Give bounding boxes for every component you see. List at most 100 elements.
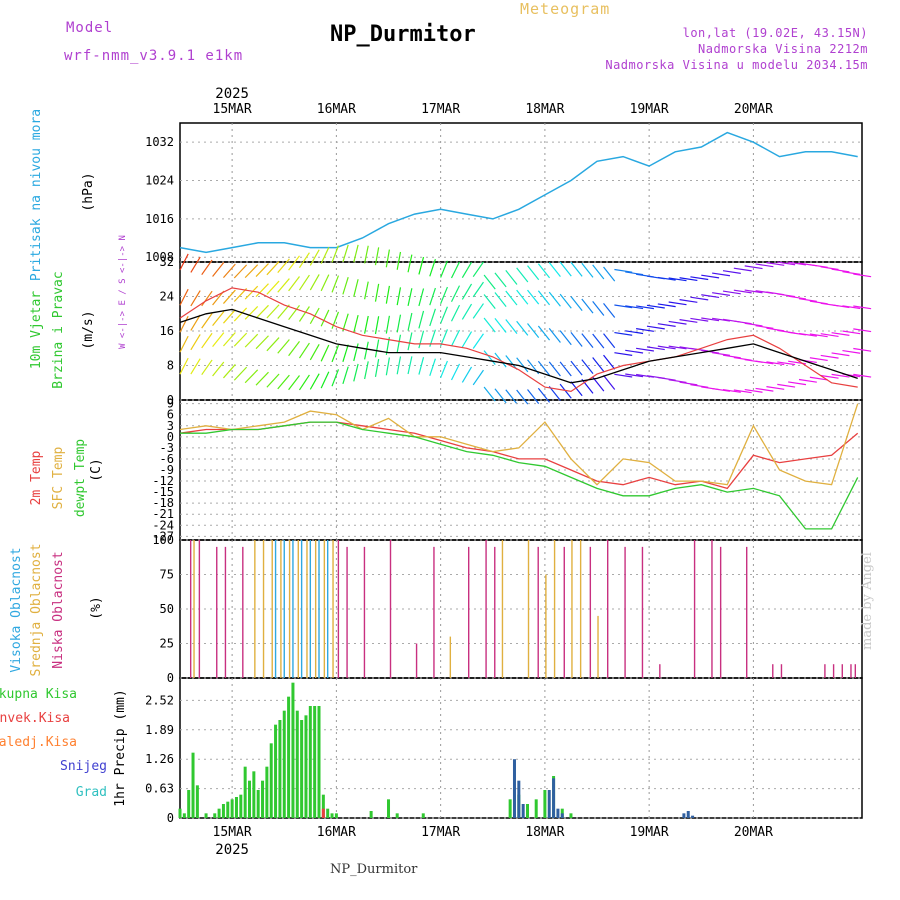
wind-arrow xyxy=(331,311,340,329)
wind-arrow xyxy=(505,270,518,285)
wind-arrow xyxy=(342,276,349,295)
precip-bar xyxy=(274,724,278,818)
wind-arrow xyxy=(527,323,540,338)
wind-arrow xyxy=(385,315,390,334)
precip-bar xyxy=(313,706,317,818)
wind-arrow xyxy=(722,270,741,274)
wind-arrow xyxy=(429,259,436,277)
wind-arrow xyxy=(450,304,461,322)
wind-arrow xyxy=(548,328,561,343)
wind-arrow xyxy=(777,383,796,388)
wind-arrow xyxy=(603,333,616,349)
temp-series-2 xyxy=(180,421,859,530)
wind-arrow xyxy=(636,305,655,310)
top-day-label: 18MAR xyxy=(525,102,564,117)
wind-arrow xyxy=(809,376,828,381)
wind-arrow xyxy=(592,357,605,373)
wind-arrow xyxy=(755,325,774,329)
wind-arrow xyxy=(625,330,644,335)
precip-bar xyxy=(278,720,282,818)
precip-bar xyxy=(317,706,321,818)
ytick-label: -27 xyxy=(152,529,174,543)
wind-arrow xyxy=(559,261,572,277)
wind-arrow xyxy=(494,318,507,333)
wind-label: 10m Vjetar xyxy=(29,291,44,369)
wind-arrow xyxy=(798,332,817,337)
temp-series-0 xyxy=(179,421,859,490)
wind-arrow xyxy=(309,249,320,266)
top-year-label: 2025 xyxy=(215,86,249,102)
wind-arrow xyxy=(657,345,676,350)
wind-arrow xyxy=(516,320,529,336)
wind-arrow xyxy=(222,309,236,324)
wind-arrow xyxy=(733,389,752,394)
wind-arrow xyxy=(342,366,349,385)
wind-arrow xyxy=(766,361,785,366)
wind-arrow xyxy=(603,374,616,390)
ytick-label: -6 xyxy=(160,452,174,466)
wind-arrow xyxy=(331,275,340,293)
wind-arrow xyxy=(255,371,269,386)
wind-arrow xyxy=(733,289,752,294)
wind-arrow xyxy=(505,355,518,370)
wind-arrow xyxy=(277,278,290,293)
ytick-label: 0 xyxy=(167,811,174,825)
wind-arrow xyxy=(201,259,213,276)
wind-arrow xyxy=(668,379,687,384)
wind-arrow xyxy=(233,366,248,381)
precip-bar xyxy=(421,813,425,818)
wind-arrow xyxy=(396,334,402,353)
wind-arrow xyxy=(450,261,461,279)
wind-arrow xyxy=(592,264,605,280)
wind-arrow xyxy=(614,304,633,309)
wind-arrow xyxy=(418,330,425,349)
wind-arrow xyxy=(853,373,872,378)
ytick-label: 100 xyxy=(152,533,174,547)
wind-arrow xyxy=(625,373,644,378)
wind-arrow xyxy=(429,308,436,327)
wind-arrow xyxy=(407,356,413,375)
wind-arrow xyxy=(353,343,359,362)
precip-bar xyxy=(182,813,186,818)
precip-bar xyxy=(191,752,195,818)
wind-arrow xyxy=(570,261,583,277)
precip-bar xyxy=(330,813,334,818)
wind-label-2: Brzina i Pravac xyxy=(51,271,66,388)
bottom-year-label: 2025 xyxy=(215,842,249,858)
precip-bar xyxy=(300,720,304,818)
wind-arrow xyxy=(581,298,594,314)
wind-arrow xyxy=(320,309,330,327)
wind-arrow xyxy=(212,311,225,327)
wind-arrow xyxy=(407,254,413,273)
ytick-label: 32 xyxy=(160,255,174,269)
wind-arrow xyxy=(320,247,330,264)
low-cloud-label: Niska Oblacnost xyxy=(51,551,66,668)
ytick-label: 3 xyxy=(167,419,174,433)
wind-arrow xyxy=(559,383,572,399)
ytick-label: -3 xyxy=(160,441,174,455)
precip-bar xyxy=(560,813,564,818)
wind-arrow xyxy=(559,330,572,346)
wind-arrow xyxy=(277,339,290,354)
ytick-label: -21 xyxy=(152,507,174,521)
ytick-label: 6 xyxy=(167,408,174,422)
wind-arrow xyxy=(701,274,720,279)
precip-bar xyxy=(517,780,521,818)
wind-arrow xyxy=(570,296,583,311)
precip-bar xyxy=(261,780,265,818)
precip-bar xyxy=(395,813,399,818)
wind-arrow xyxy=(646,325,665,330)
wind-arrow xyxy=(527,389,540,404)
ytick-label: 1008 xyxy=(145,250,174,264)
bottom-day-label: 16MAR xyxy=(317,825,356,840)
temp-unit-label: (C) xyxy=(89,458,104,481)
wind-arrow xyxy=(396,356,402,375)
wind-arrow xyxy=(766,262,785,266)
wind-arrow xyxy=(548,361,561,377)
high-cloud-label: Visoka Oblacnost xyxy=(9,547,24,672)
wind-arrow xyxy=(744,265,763,270)
wind-arrow xyxy=(266,261,280,276)
wind-arrow xyxy=(690,296,709,301)
ytick-label: -15 xyxy=(152,485,174,499)
